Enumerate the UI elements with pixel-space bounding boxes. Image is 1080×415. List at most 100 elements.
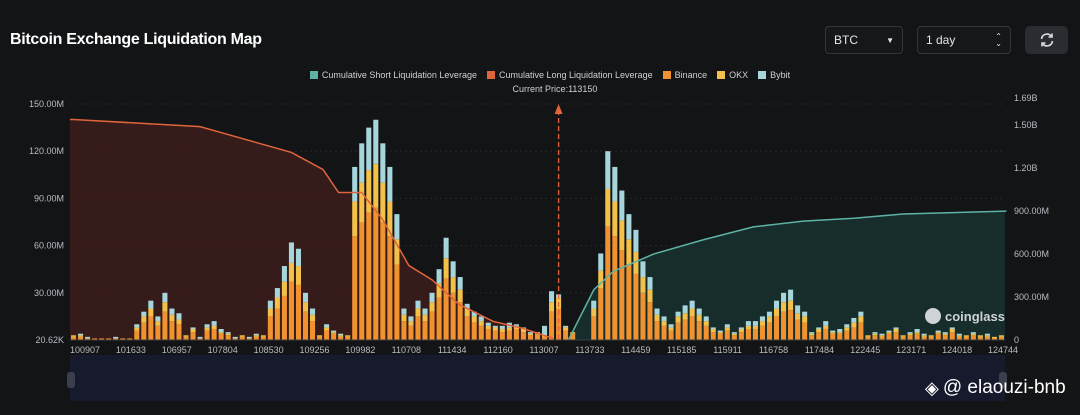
y-right-tick-label: 600.00M	[1014, 249, 1049, 259]
refresh-button[interactable]	[1025, 26, 1068, 54]
bybit-bar	[647, 277, 653, 290]
okx-bar	[788, 300, 794, 311]
okx-bar	[830, 332, 836, 334]
long-area	[70, 119, 554, 341]
binance-bar	[724, 330, 730, 340]
binance-bar	[197, 338, 203, 340]
binance-bar	[598, 288, 604, 340]
binance-bar	[295, 284, 302, 340]
bybit-bar	[696, 308, 702, 315]
binance-bar	[520, 332, 526, 340]
bybit-bar	[795, 305, 801, 314]
binance-bar	[106, 338, 112, 340]
y-left-tick-label: 60.00M	[34, 241, 64, 251]
x-tick-label: 124018	[942, 345, 972, 355]
binance-bar	[70, 336, 77, 340]
author-text: @ elaouzi-bnb	[942, 377, 1066, 398]
binance-bar	[563, 330, 569, 340]
bybit-bar	[380, 143, 386, 183]
scrollbar-handle[interactable]	[999, 372, 1007, 388]
binance-bar	[773, 316, 780, 340]
binance-bar	[795, 319, 801, 340]
bybit-bar	[492, 325, 498, 328]
bybit-bar	[204, 324, 210, 328]
binance-bar	[394, 264, 400, 340]
bybit-bar	[935, 330, 941, 333]
author-watermark: ◈ @ elaouzi-bnb	[925, 377, 1066, 399]
bybit-bar	[148, 300, 154, 309]
legend-item-okx[interactable]: OKX	[717, 70, 748, 80]
scrollbar-handle[interactable]	[67, 372, 75, 388]
legend-item-short[interactable]: Cumulative Short Liquidation Leverage	[309, 70, 477, 80]
binance-bar	[478, 325, 484, 340]
legend-item-long[interactable]: Cumulative Long Liquidation Leverage	[486, 70, 653, 80]
legend-item-binance[interactable]: Binance	[662, 70, 708, 80]
binance-bar	[907, 335, 913, 340]
binance-bar	[823, 328, 829, 340]
okx-bar	[401, 314, 407, 322]
bybit-bar	[324, 324, 330, 328]
x-tick-label: 115185	[667, 345, 696, 355]
bybit-bar	[331, 330, 337, 333]
binance-bar	[464, 316, 470, 340]
y-right-tick-label: 1.50B	[1014, 120, 1038, 130]
binance-bar	[633, 273, 639, 340]
bybit-bar	[232, 336, 238, 339]
binance-bar	[766, 322, 773, 340]
okx-bar	[886, 332, 892, 334]
binance-bar	[331, 333, 337, 340]
okx-bar	[457, 289, 463, 303]
bybit-bar	[394, 214, 400, 240]
period-select[interactable]: 1 day ⌃ ⌄	[917, 26, 1011, 54]
bybit-bar	[879, 333, 885, 336]
okx-bar	[619, 220, 625, 251]
binance-bar	[78, 336, 84, 340]
bybit-bar	[471, 311, 477, 317]
bybit-bar	[984, 333, 990, 336]
bybit-bar	[549, 291, 555, 303]
okx-bar	[879, 335, 885, 337]
okx-bar	[759, 321, 765, 326]
okx-bar	[520, 328, 526, 333]
binance-bar	[183, 336, 189, 340]
binance-bar	[661, 325, 667, 340]
bybit-bar	[499, 325, 505, 329]
binance-bar	[246, 338, 252, 340]
bybit-bar	[626, 214, 632, 240]
okx-bar	[366, 170, 372, 213]
x-tick-label: 108530	[254, 345, 284, 355]
bybit-bar	[295, 248, 302, 267]
legend-label: Binance	[674, 70, 708, 80]
x-tick-label: 111434	[438, 345, 467, 355]
bybit-bar	[914, 328, 920, 333]
binance-bar	[605, 226, 611, 340]
okx-bar	[506, 327, 512, 331]
bybit-bar	[731, 332, 737, 334]
binance-bar	[675, 322, 681, 340]
x-tick-label: 116758	[759, 345, 788, 355]
scrollbar-track[interactable]	[70, 355, 1005, 401]
binance-bar	[274, 308, 280, 340]
bybit-bar	[605, 151, 611, 189]
bybit-bar	[752, 321, 758, 326]
binance-bar	[865, 336, 871, 340]
binance-bar	[928, 336, 934, 340]
coin-select[interactable]: BTC ▼	[825, 26, 903, 54]
bybit-bar	[773, 300, 780, 309]
bybit-bar	[85, 336, 91, 339]
okx-bar	[738, 328, 744, 333]
legend-item-bybit[interactable]: Bybit	[758, 70, 790, 80]
long-cumulative-line	[70, 118, 554, 340]
okx-bar	[267, 308, 273, 317]
okx-bar	[942, 333, 948, 336]
okx-bar	[703, 321, 709, 326]
okx-bar	[865, 335, 871, 337]
bybit-bar	[668, 324, 674, 328]
binance-logo-icon: ◈	[925, 377, 939, 398]
okx-bar	[169, 314, 175, 322]
binance-bar	[689, 316, 695, 340]
okx-bar	[387, 201, 393, 237]
okx-bar	[984, 335, 990, 337]
binance-bar	[366, 212, 372, 340]
okx-bar	[345, 335, 351, 337]
